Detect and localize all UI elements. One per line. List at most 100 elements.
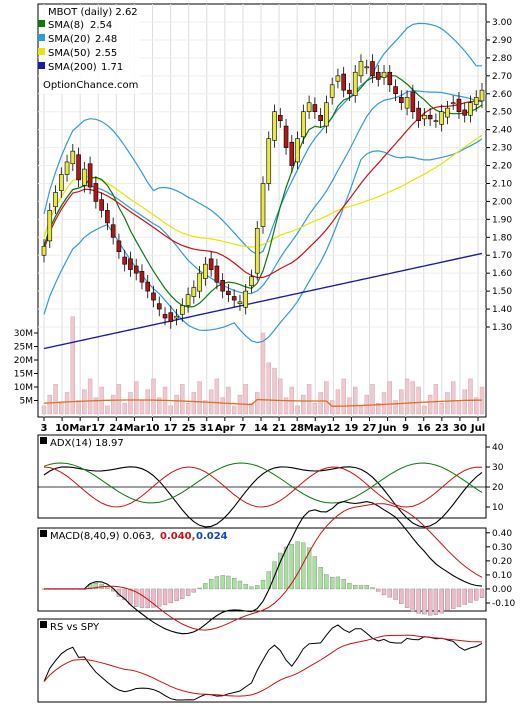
- volume-bar: [353, 386, 358, 415]
- price-legend: MBOT (daily) 2.62 SMA(8) 2.54 SMA(20) 2.…: [38, 6, 140, 94]
- macd-histogram-bar: [249, 586, 254, 590]
- candle-body: [105, 210, 110, 224]
- candle-body: [399, 97, 404, 104]
- candle-body: [237, 301, 243, 304]
- volume-bar: [168, 405, 173, 415]
- candle-body: [180, 305, 185, 315]
- volume-bar: [214, 378, 220, 415]
- volume-bar: [427, 394, 433, 415]
- macd-histogram-bar: [197, 587, 202, 590]
- candle-body: [439, 111, 444, 125]
- macd-histogram-bar: [422, 588, 427, 615]
- volume-bar: [203, 400, 208, 415]
- macd-tick-label: 0.10: [492, 571, 512, 581]
- volume-bar: [410, 381, 416, 415]
- volume-bar: [128, 392, 133, 415]
- price-tick-label: 2.50: [492, 108, 512, 118]
- macd-histogram-bar: [347, 582, 352, 590]
- upper-band-line: [43, 22, 482, 256]
- adx-legend: ADX(14) 18.97: [40, 437, 124, 449]
- price-tick-label: 1.30: [492, 323, 512, 333]
- legend-sma50-value: 2.55: [95, 48, 117, 59]
- macd-histogram-bar: [358, 585, 364, 590]
- volume-tick-label: 30M: [14, 329, 33, 339]
- macd-histogram-bar: [474, 588, 479, 601]
- volume-bar: [191, 392, 197, 415]
- sma50-line: [43, 134, 483, 248]
- x-tick-label: Jul: [470, 423, 485, 434]
- macd-title: MACD(8,40,9) 0.063,: [50, 531, 155, 542]
- macd-histogram-bar: [387, 588, 392, 598]
- candle-body: [404, 97, 410, 109]
- ticks-layer: 3.00 2.90 2.80 2.70 2.60 2.50 2.40 2.30 2.20 2.10…: [14, 18, 516, 609]
- watermark-text: OptionChance.com: [43, 80, 138, 91]
- macd-histogram-bar: [456, 588, 462, 607]
- macd-histogram-bar: [208, 579, 214, 590]
- x-tick-label: Apr: [215, 423, 235, 434]
- x-tick-label: 21: [272, 423, 286, 434]
- volume-bar: [433, 384, 439, 415]
- volume-bar: [341, 378, 346, 415]
- volume-bar: [105, 405, 110, 415]
- macd-histogram-bar: [157, 588, 162, 607]
- volume-bar: [329, 400, 335, 415]
- candle-body: [220, 280, 225, 292]
- volume-bar: [70, 316, 76, 415]
- candle-body: [312, 104, 318, 113]
- candle-body: [214, 265, 220, 283]
- macd-histogram-bar: [128, 588, 133, 605]
- candle-body: [381, 71, 387, 78]
- x-tick-label: 24: [109, 423, 123, 434]
- candle-body: [133, 265, 139, 274]
- candle-body: [352, 71, 358, 96]
- adx-tick-label: 40: [492, 443, 504, 453]
- candle-body: [174, 315, 179, 319]
- volume-bar: [116, 384, 122, 415]
- volume-bar: [41, 405, 47, 415]
- volume-tick-label: 25M: [14, 343, 33, 353]
- legend-swatch-sma20: [38, 34, 45, 41]
- macd-histogram-bar: [232, 577, 237, 590]
- x-tick-label: 30: [453, 423, 467, 434]
- candle-body: [82, 168, 87, 186]
- legend-swatch-sma200: [38, 62, 45, 69]
- rs-average-line: [43, 634, 483, 697]
- volume-bar: [243, 384, 248, 415]
- x-tick-label: 12: [326, 423, 340, 434]
- macd-histogram-bar: [468, 588, 473, 603]
- price-tick-label: 1.70: [492, 251, 512, 261]
- candle-body: [393, 86, 398, 95]
- candle-body: [283, 125, 289, 148]
- candle-body: [341, 73, 346, 91]
- macd-histogram-bar: [341, 579, 346, 590]
- x-tick-label: 10: [146, 423, 160, 434]
- x-tick-label: 14: [254, 423, 268, 434]
- volume-bar: [474, 397, 479, 415]
- macd-histogram-bar: [439, 588, 444, 614]
- volume-bar: [197, 381, 202, 415]
- macd-tick-label: 0.30: [492, 543, 512, 553]
- volume-bar: [47, 394, 52, 415]
- candle-body: [41, 245, 47, 256]
- sma8-line: [43, 75, 483, 308]
- volume-bar: [358, 405, 364, 415]
- candle-body: [162, 314, 168, 319]
- price-tick-label: 1.40: [492, 305, 512, 315]
- rs-line: [43, 624, 483, 701]
- candle-body: [243, 290, 249, 308]
- volume-bar: [93, 397, 99, 415]
- sma200-line: [43, 252, 483, 350]
- volume-bar: [231, 405, 237, 415]
- price-tick-label: 2.20: [492, 162, 512, 172]
- volume-bar: [226, 386, 231, 415]
- candle-body: [295, 138, 300, 163]
- candle-body: [203, 263, 208, 279]
- volume-bar: [468, 378, 473, 415]
- candle-body: [128, 258, 133, 270]
- macd-histogram-bar: [295, 541, 300, 590]
- macd-histogram-bar: [451, 588, 456, 609]
- volume-bar: [174, 394, 179, 415]
- macd-histogram-bar: [278, 552, 283, 590]
- volume-bar: [283, 397, 289, 415]
- macd-histogram-bar: [312, 556, 318, 590]
